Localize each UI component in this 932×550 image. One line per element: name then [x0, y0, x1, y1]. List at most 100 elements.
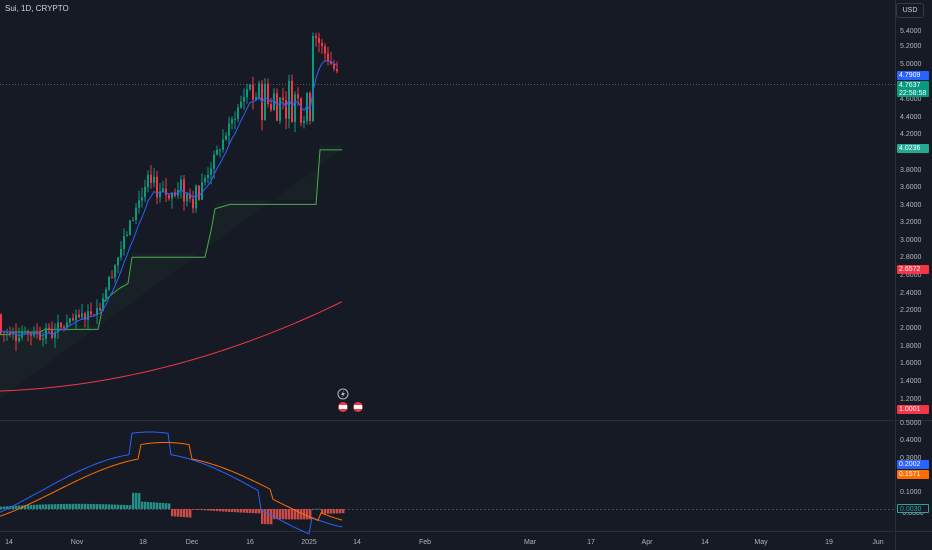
macd-histogram-bar	[159, 502, 162, 509]
macd-histogram-bar	[150, 502, 153, 509]
time-axis-label: 14	[5, 539, 13, 546]
price-tick-label: 2.6000	[900, 272, 922, 279]
candle-body	[111, 277, 113, 279]
macd-histogram-bar	[153, 502, 156, 509]
time-axis-label: 14	[353, 539, 361, 546]
time-axis-label: Feb	[419, 539, 431, 546]
candle-body	[180, 179, 182, 190]
macd-histogram-bar	[330, 509, 333, 514]
candle-body	[75, 314, 77, 321]
lightning-icon-glyph	[341, 390, 345, 398]
macd-histogram-bar	[309, 509, 312, 520]
price-pane	[0, 0, 895, 420]
candle-body	[231, 119, 233, 124]
macd-histogram-bar	[207, 509, 210, 511]
macd-histogram-bar	[198, 509, 201, 510]
candle-body	[210, 168, 212, 175]
candle-body	[258, 83, 260, 98]
candle-body	[147, 174, 149, 187]
candle-body	[36, 331, 38, 333]
macd-histogram-bar	[78, 503, 81, 509]
macd-histogram-bar	[321, 509, 324, 514]
candle-body	[219, 149, 221, 151]
currency-button[interactable]: USD	[896, 3, 924, 18]
macd-histogram-bar	[306, 509, 309, 520]
macd-histogram-bar	[342, 509, 345, 514]
candle-body	[57, 322, 59, 333]
candle-body	[120, 248, 122, 258]
macd-histogram-bar	[177, 509, 180, 517]
macd-histogram-bar	[126, 505, 129, 509]
macd-histogram-bar	[201, 509, 204, 511]
macd-histogram-bar	[240, 509, 243, 513]
macd-tick-label: 0.5000	[900, 420, 922, 427]
macd-histogram-bar	[120, 504, 123, 509]
candle-body	[126, 235, 128, 237]
candle-body	[42, 338, 44, 340]
candle-body	[213, 154, 215, 169]
macd-histogram-bar	[123, 504, 126, 509]
macd-histogram-bar	[75, 503, 78, 509]
time-axis-label: Nov	[71, 539, 84, 546]
candle-body	[135, 207, 137, 221]
time-axis-label: 17	[587, 539, 595, 546]
macd-histogram-bar	[90, 503, 93, 509]
candle-body	[336, 68, 338, 72]
macd-histogram-bar	[105, 504, 108, 509]
candle-body	[324, 45, 326, 54]
price-tick-label: 2.2000	[900, 307, 922, 314]
candle-body	[0, 314, 2, 332]
macd-histogram-bar	[183, 509, 186, 518]
macd-histogram-bar	[231, 509, 234, 513]
candle-body	[183, 179, 185, 202]
macd-histogram-bar	[339, 509, 342, 514]
macd-histogram-bar	[300, 509, 303, 520]
candle-body	[138, 200, 140, 208]
macd-histogram-bar	[141, 501, 144, 509]
candle-body	[240, 101, 242, 108]
candle-body	[255, 97, 257, 100]
macd-histogram-bar	[66, 503, 69, 509]
candle-body	[318, 38, 320, 43]
candle-body	[15, 333, 17, 342]
ma-price-tag: 2.6572	[897, 265, 929, 274]
macd-histogram-bar	[282, 509, 285, 520]
candle-body	[72, 318, 74, 321]
macd-line	[0, 431, 343, 535]
candle-body	[297, 94, 299, 99]
macd-histogram-bar	[3, 506, 6, 509]
macd-tick-label: 0.4000	[900, 437, 922, 444]
macd-histogram-bar	[162, 503, 165, 509]
macd-histogram-bar	[12, 505, 15, 509]
macd-histogram-bar	[45, 504, 48, 509]
macd-tick-label: 0.3000	[900, 455, 922, 462]
macd-histogram-bar	[261, 509, 264, 525]
macd-histogram-bar	[6, 506, 9, 509]
macd-histogram-bar	[228, 509, 231, 512]
time-axis-label: Apr	[642, 539, 654, 546]
macd-histogram-bar	[72, 503, 75, 509]
candle-body	[168, 195, 170, 199]
macd-histogram-bar	[87, 503, 90, 509]
time-axis-label: Dec	[186, 539, 199, 546]
candle-body	[267, 83, 269, 105]
candle-body	[90, 311, 92, 315]
candle-body	[60, 322, 62, 328]
price-tick-label: 4.6000	[900, 96, 922, 103]
slow-ma-line	[0, 301, 343, 392]
macd-histogram-bar	[117, 504, 120, 509]
price-tick-label: 1.2000	[900, 396, 922, 403]
macd-histogram-bar	[237, 509, 240, 513]
macd-histogram-bar	[24, 505, 27, 509]
macd-histogram-bar	[33, 504, 36, 509]
price-tick-label: 5.2000	[900, 43, 922, 50]
macd-tick-label: -0.0300	[900, 510, 924, 517]
candle-body	[159, 191, 161, 198]
candle-body	[222, 139, 224, 150]
candle-body	[129, 220, 131, 236]
macd-histogram-bar	[30, 504, 33, 509]
candle-body	[99, 308, 101, 311]
macd-histogram-bar	[147, 502, 150, 509]
macd-histogram-bar	[42, 504, 45, 509]
